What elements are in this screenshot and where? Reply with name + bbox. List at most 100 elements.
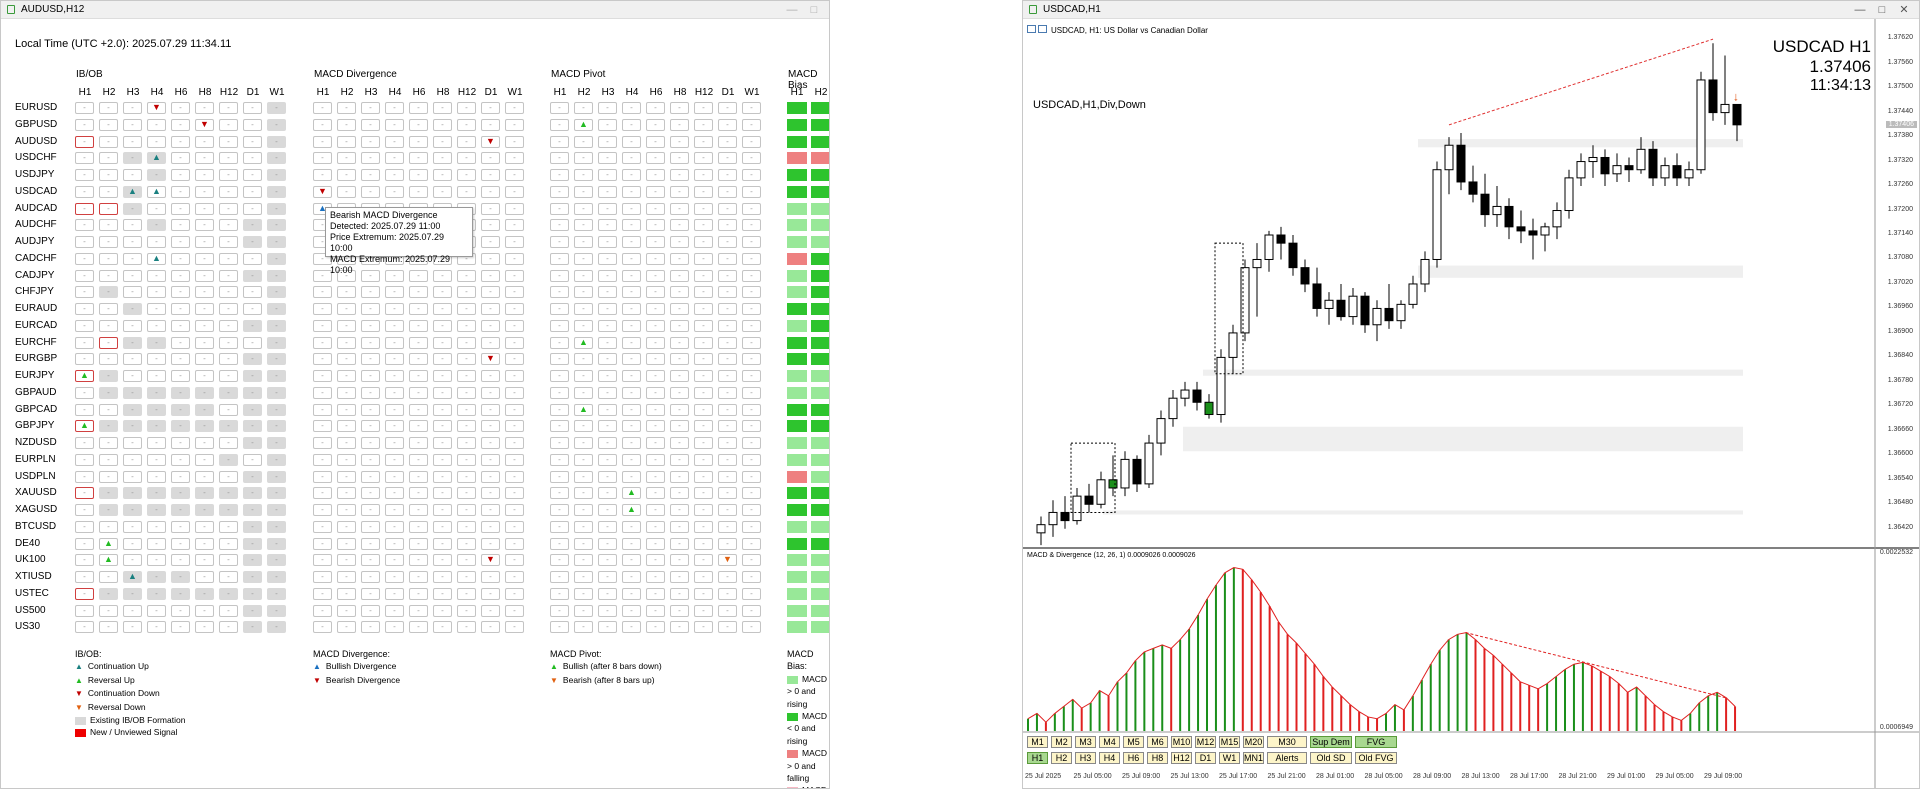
symbol-label[interactable]: XAGUSD <box>15 504 58 515</box>
signal-cell[interactable]: - <box>433 403 452 416</box>
signal-cell[interactable]: - <box>457 152 476 165</box>
signal-cell[interactable]: - <box>433 587 452 600</box>
signal-cell[interactable]: - <box>99 537 118 550</box>
signal-cell[interactable]: - <box>75 453 94 466</box>
signal-cell[interactable]: - <box>147 504 166 516</box>
signal-cell[interactable]: - <box>505 504 524 516</box>
signal-cell[interactable]: - <box>195 370 214 382</box>
signal-cell[interactable]: - <box>123 453 142 466</box>
signal-cell[interactable]: - <box>267 336 286 349</box>
signal-cell[interactable]: - <box>457 520 476 533</box>
signal-cell[interactable]: - <box>646 269 665 282</box>
signal-cell[interactable]: - <box>598 185 617 198</box>
signal-cell[interactable]: - <box>670 487 689 500</box>
bias-cell[interactable] <box>811 437 829 449</box>
signal-cell[interactable]: - <box>409 102 428 114</box>
signal-cell[interactable]: - <box>598 386 617 399</box>
signal-cell[interactable]: - <box>622 420 641 433</box>
signal-cell[interactable]: - <box>622 219 641 232</box>
signal-cell[interactable]: - <box>267 386 286 399</box>
signal-cell[interactable]: - <box>505 420 524 433</box>
signal-cell[interactable]: - <box>742 621 761 634</box>
symbol-label[interactable]: USDCHF <box>15 152 57 164</box>
signal-cell[interactable]: - <box>433 185 452 198</box>
signal-cell[interactable]: - <box>574 135 593 148</box>
signal-cell[interactable]: - <box>99 453 118 466</box>
signal-cell[interactable]: - <box>481 370 500 382</box>
signal-cell[interactable]: - <box>481 420 500 433</box>
signal-cell[interactable]: - <box>313 118 332 131</box>
signal-cell[interactable]: - <box>457 135 476 148</box>
signal-cell[interactable]: - <box>598 252 617 265</box>
tf-button-m5[interactable]: M5 <box>1123 736 1144 748</box>
signal-cell[interactable]: - <box>337 135 356 148</box>
signal-cell[interactable]: - <box>718 118 737 131</box>
signal-cell[interactable]: - <box>694 185 713 198</box>
signal-cell[interactable]: - <box>481 319 500 332</box>
tf-button-h12[interactable]: H12 <box>1171 752 1192 764</box>
signal-cell[interactable]: - <box>243 621 262 634</box>
symbol-label[interactable]: USDJPY <box>15 169 55 180</box>
signal-cell[interactable]: - <box>243 319 262 332</box>
symbol-label[interactable]: EURPLN <box>15 453 56 465</box>
bias-cell[interactable] <box>787 504 807 516</box>
signal-cell[interactable]: - <box>147 219 166 232</box>
signal-cell[interactable]: - <box>313 587 332 600</box>
signal-cell[interactable]: - <box>99 487 118 500</box>
signal-cell[interactable]: - <box>337 571 356 583</box>
signal-cell[interactable]: - <box>385 403 404 416</box>
signal-cell[interactable]: - <box>574 537 593 550</box>
signal-cell[interactable]: - <box>313 269 332 282</box>
signal-cell[interactable]: - <box>361 571 380 583</box>
signal-cell[interactable]: - <box>99 219 118 232</box>
signal-cell[interactable]: - <box>481 135 500 148</box>
signal-cell[interactable]: - <box>433 118 452 131</box>
signal-cell[interactable]: - <box>361 269 380 282</box>
signal-cell[interactable]: - <box>433 470 452 483</box>
tf-button-m10[interactable]: M10 <box>1171 736 1192 748</box>
bias-cell[interactable] <box>787 252 807 265</box>
signal-cell[interactable]: - <box>99 135 118 148</box>
signal-cell[interactable]: - <box>646 470 665 483</box>
bias-cell[interactable] <box>787 336 807 349</box>
signal-cell[interactable]: - <box>195 219 214 232</box>
signal-cell[interactable]: - <box>481 353 500 366</box>
signal-cell[interactable]: - <box>550 135 569 148</box>
signal-cell[interactable]: - <box>195 403 214 416</box>
signal-cell[interactable]: - <box>694 152 713 165</box>
signal-cell[interactable]: - <box>646 118 665 131</box>
signal-cell[interactable]: - <box>75 319 94 332</box>
signal-cell[interactable]: - <box>313 370 332 382</box>
bias-cell[interactable] <box>787 185 807 198</box>
signal-cell[interactable]: - <box>718 336 737 349</box>
signal-cell[interactable]: - <box>622 152 641 165</box>
signal-cell[interactable]: - <box>574 286 593 299</box>
signal-cell[interactable]: - <box>505 554 524 567</box>
signal-cell[interactable]: - <box>313 353 332 366</box>
signal-cell[interactable]: - <box>505 202 524 215</box>
signal-cell[interactable]: - <box>505 102 524 114</box>
triangle-up-icon[interactable]: ▲ <box>80 370 89 380</box>
signal-cell[interactable]: - <box>574 102 593 114</box>
signal-cell[interactable]: - <box>195 236 214 248</box>
signal-cell[interactable]: - <box>267 252 286 265</box>
signal-cell[interactable]: - <box>243 252 262 265</box>
signal-cell[interactable]: - <box>123 152 142 165</box>
signal-cell[interactable]: - <box>195 504 214 516</box>
signal-cell[interactable]: - <box>670 537 689 550</box>
signal-cell[interactable]: - <box>219 370 238 382</box>
bias-cell[interactable] <box>811 286 829 299</box>
signal-cell[interactable]: - <box>694 336 713 349</box>
signal-cell[interactable]: - <box>171 202 190 215</box>
signal-cell[interactable]: - <box>505 169 524 181</box>
signal-cell[interactable]: - <box>646 403 665 416</box>
signal-cell[interactable]: - <box>409 587 428 600</box>
signal-cell[interactable]: - <box>75 437 94 449</box>
signal-cell[interactable]: - <box>147 336 166 349</box>
signal-cell[interactable]: - <box>505 303 524 315</box>
signal-cell[interactable]: - <box>385 386 404 399</box>
signal-cell[interactable]: - <box>457 386 476 399</box>
tf-button-m15[interactable]: M15 <box>1219 736 1240 748</box>
tf-button-mn1[interactable]: MN1 <box>1243 752 1264 764</box>
signal-cell[interactable]: - <box>481 185 500 198</box>
